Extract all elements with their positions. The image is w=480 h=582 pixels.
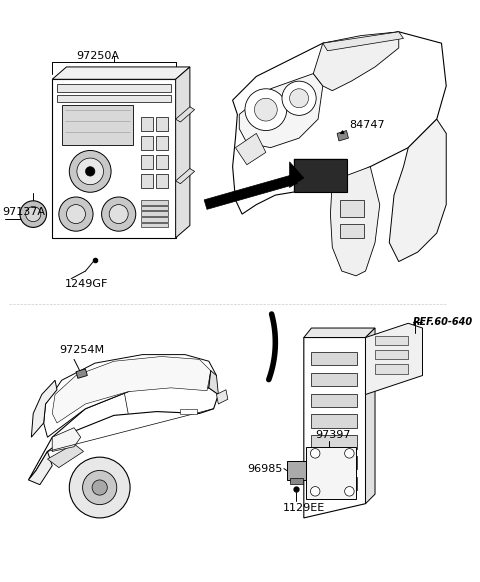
Polygon shape [239,73,323,148]
Polygon shape [209,371,218,395]
Polygon shape [287,461,306,480]
Bar [156,136,168,150]
Bar [156,155,168,169]
Circle shape [254,98,277,121]
Polygon shape [236,133,266,165]
Polygon shape [28,385,218,480]
Text: 97397: 97397 [315,430,351,440]
Polygon shape [304,328,375,338]
Circle shape [345,487,354,496]
Bar [156,117,168,130]
Circle shape [69,457,130,518]
Bar [312,352,357,365]
Bar [141,136,153,150]
Circle shape [66,205,85,223]
Bar [312,435,357,449]
Bar [141,200,168,205]
Polygon shape [52,428,81,452]
Circle shape [59,197,93,231]
Circle shape [311,487,320,496]
Bar [141,217,168,222]
Polygon shape [323,32,404,51]
Bar [312,393,357,407]
Polygon shape [52,79,176,238]
Polygon shape [176,107,194,122]
Bar [375,364,408,374]
Circle shape [69,151,111,192]
Text: 97250A: 97250A [76,51,119,61]
Polygon shape [366,323,422,395]
Polygon shape [389,119,446,261]
Bar [312,477,357,491]
Circle shape [85,166,95,176]
Circle shape [102,197,136,231]
Bar [340,223,364,238]
Bar [289,478,303,484]
Polygon shape [176,67,190,238]
Polygon shape [31,380,57,437]
Bar [141,174,153,187]
Bar [62,105,133,145]
Circle shape [83,470,117,505]
Circle shape [109,205,128,223]
Bar [57,84,171,91]
Polygon shape [28,452,52,485]
Circle shape [92,480,108,495]
Polygon shape [330,166,380,276]
Bar [141,155,153,169]
Bar [57,95,171,102]
Polygon shape [306,447,356,499]
Bar [156,174,168,187]
Bar [294,159,347,192]
Bar [141,205,168,210]
Polygon shape [76,369,87,378]
Bar [312,456,357,470]
Polygon shape [289,162,304,187]
Text: 1129EE: 1129EE [283,503,325,513]
Circle shape [77,158,104,184]
Bar [180,409,197,414]
Polygon shape [204,174,297,210]
Text: 1249GF: 1249GF [65,279,108,289]
Polygon shape [233,32,446,214]
Circle shape [289,89,309,108]
Polygon shape [52,357,211,423]
Polygon shape [52,67,190,79]
Polygon shape [366,328,375,503]
Bar [375,350,408,359]
Text: 97254M: 97254M [59,345,104,354]
Polygon shape [216,390,228,404]
Polygon shape [304,338,366,518]
Bar [312,414,357,428]
Polygon shape [44,354,216,437]
Polygon shape [176,169,194,184]
Text: 97137A: 97137A [2,207,45,217]
Circle shape [345,449,354,458]
Bar [340,200,364,217]
Bar [141,223,168,228]
Text: 96985: 96985 [248,463,283,474]
Text: 84747: 84747 [349,120,385,130]
Circle shape [282,81,316,115]
Bar [141,211,168,216]
Circle shape [25,207,41,222]
Polygon shape [313,32,399,91]
Bar [141,117,153,130]
Circle shape [245,89,287,130]
Text: REF.60-640: REF.60-640 [413,317,473,327]
Bar [312,372,357,386]
Polygon shape [337,130,348,141]
Circle shape [20,201,47,228]
Polygon shape [48,444,84,467]
Circle shape [311,449,320,458]
Bar [375,336,408,345]
